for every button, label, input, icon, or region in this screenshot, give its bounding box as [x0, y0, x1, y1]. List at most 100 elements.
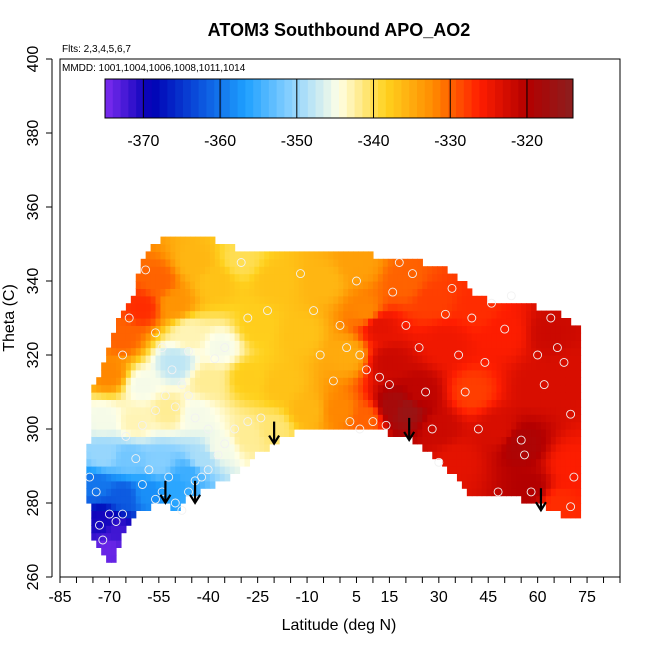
heatmap-cell — [531, 303, 537, 312]
heatmap-cell — [570, 421, 577, 430]
heatmap-cell — [175, 429, 181, 437]
heatmap-cell — [160, 384, 167, 393]
heatmap-cell — [407, 303, 414, 312]
heatmap-cell — [422, 303, 428, 312]
heatmap-cell — [259, 377, 265, 386]
heatmap-cell — [274, 251, 280, 260]
heatmap-cell — [209, 310, 216, 319]
heatmap-cell — [274, 406, 280, 415]
heatmap-cell — [303, 295, 310, 304]
heatmap-cell — [570, 429, 577, 437]
heatmap-cell — [269, 258, 275, 267]
heatmap-cell — [288, 340, 295, 349]
heatmap-cell — [204, 399, 211, 408]
heatmap-cell — [219, 443, 226, 452]
heatmap-cell — [170, 244, 176, 252]
heatmap-cell — [471, 295, 478, 304]
heatmap-cell — [481, 369, 488, 378]
heatmap-cell — [209, 347, 216, 356]
observation-point — [184, 391, 193, 401]
heatmap-cell — [150, 251, 157, 260]
heatmap-cell — [442, 266, 448, 275]
heatmap-cell — [363, 384, 369, 393]
heatmap-cell — [511, 310, 517, 319]
heatmap-cell — [160, 295, 167, 304]
heatmap-cell — [264, 303, 270, 312]
heatmap-cell — [506, 355, 512, 363]
heatmap-cell — [303, 384, 310, 393]
heatmap-cell — [427, 406, 433, 415]
heatmap-cell — [348, 258, 354, 267]
heatmap-cell — [190, 377, 196, 386]
heatmap-cell — [550, 414, 557, 423]
heatmap-cell — [170, 406, 176, 415]
heatmap-cell — [526, 332, 532, 341]
heatmap-cell — [180, 369, 186, 378]
heatmap-cell — [135, 332, 142, 341]
heatmap-cell — [101, 473, 107, 482]
heatmap-cell — [466, 488, 473, 497]
heatmap-cell — [111, 414, 117, 423]
heatmap-cell — [412, 369, 419, 378]
heatmap-cell — [288, 303, 295, 312]
heatmap-cell — [259, 288, 265, 297]
heatmap-cell — [155, 436, 162, 445]
heatmap-cell — [101, 362, 107, 371]
heatmap-cell — [150, 392, 157, 400]
heatmap-cell — [244, 451, 251, 460]
heatmap-cell — [560, 451, 567, 460]
heatmap-cell — [140, 325, 147, 334]
heatmap-cell — [491, 332, 498, 341]
heatmap-cell — [293, 369, 300, 378]
heatmap-cell — [575, 362, 582, 371]
heatmap-cell — [471, 436, 478, 445]
heatmap-cell — [447, 443, 453, 452]
heatmap-cell — [244, 362, 251, 371]
heatmap-cell — [392, 429, 399, 437]
heatmap-cell — [293, 377, 300, 386]
heatmap-cell — [96, 488, 102, 497]
heatmap-cell — [545, 347, 552, 356]
heatmap-cell — [249, 443, 255, 452]
y-tick-label: 300 — [25, 416, 42, 443]
heatmap-cell — [288, 384, 295, 393]
heatmap-cell — [249, 429, 255, 437]
x-tick-label: -85 — [48, 589, 71, 606]
heatmap-cell — [348, 325, 354, 334]
heatmap-cell — [496, 369, 503, 378]
heatmap-cell — [101, 488, 107, 497]
heatmap-cell — [106, 480, 112, 489]
heatmap-cell — [427, 340, 433, 349]
y-tick-label: 320 — [25, 342, 42, 369]
heatmap-cell — [536, 399, 542, 408]
heatmap-cell — [338, 369, 344, 378]
heatmap-cell — [234, 399, 241, 408]
heatmap-cell — [555, 392, 562, 400]
heatmap-cell — [432, 399, 438, 408]
heatmap-cell — [254, 325, 260, 334]
heatmap-cell — [526, 355, 532, 363]
heatmap-cell — [442, 281, 448, 289]
heatmap-cell — [200, 429, 206, 437]
heatmap-cell — [190, 355, 196, 363]
heatmap-cell — [96, 384, 102, 393]
heatmap-cell — [120, 510, 127, 519]
observation-point — [243, 417, 253, 427]
heatmap-cell — [323, 355, 330, 363]
heatmap-cell — [170, 251, 176, 260]
heatmap-cell — [486, 347, 493, 356]
heatmap-cell — [575, 510, 582, 519]
heatmap-cell — [234, 318, 241, 326]
heatmap-cell — [442, 310, 448, 319]
heatmap-cell — [190, 266, 196, 275]
heatmap-cell — [135, 340, 142, 349]
down-arrow — [403, 417, 416, 442]
heatmap-cell — [486, 399, 493, 408]
heatmap-cell — [363, 303, 369, 312]
heatmap-cell — [511, 369, 517, 378]
heatmap-cell — [224, 281, 231, 289]
heatmap-cell — [229, 303, 236, 312]
heatmap-cell — [140, 466, 147, 474]
heatmap-cell — [269, 399, 275, 408]
heatmap-cell — [476, 399, 483, 408]
